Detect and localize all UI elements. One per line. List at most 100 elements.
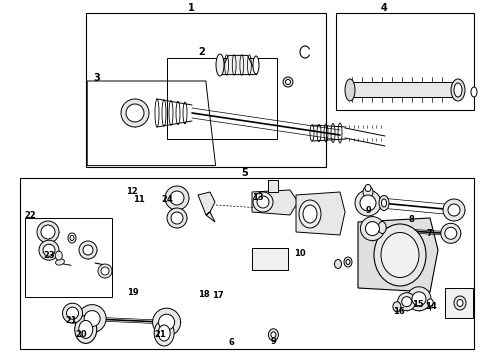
Polygon shape [219,55,257,75]
Text: 9: 9 [366,206,372,215]
Ellipse shape [398,293,416,311]
Bar [20,178,474,349]
Ellipse shape [126,104,144,122]
Ellipse shape [101,267,109,275]
Ellipse shape [152,308,181,336]
Ellipse shape [83,245,93,255]
Text: 4: 4 [380,3,387,13]
Polygon shape [252,190,298,215]
Text: 1: 1 [188,3,195,13]
Text: 9: 9 [270,338,276,346]
Bar [167,58,277,139]
Text: 10: 10 [294,249,306,258]
Ellipse shape [55,251,62,260]
Ellipse shape [365,184,371,192]
Text: 21: 21 [65,316,77,325]
Ellipse shape [75,315,97,343]
Text: 8: 8 [409,215,415,224]
Ellipse shape [67,307,78,319]
Ellipse shape [286,80,291,85]
Text: 15: 15 [412,300,423,309]
Bar [25,218,112,297]
Ellipse shape [381,233,419,278]
Ellipse shape [299,200,321,228]
Ellipse shape [360,195,376,211]
Ellipse shape [167,208,187,228]
Bar [336,13,474,110]
Ellipse shape [374,224,426,286]
Ellipse shape [366,222,379,235]
Ellipse shape [253,192,273,212]
Ellipse shape [441,223,461,243]
Ellipse shape [63,303,82,323]
Ellipse shape [68,233,76,243]
Ellipse shape [448,204,460,216]
Ellipse shape [283,77,293,87]
Text: 3: 3 [94,73,100,83]
Text: 22: 22 [24,211,36,220]
Ellipse shape [165,186,189,210]
Text: 19: 19 [127,288,139,297]
Ellipse shape [158,325,170,341]
Bar [445,288,473,318]
Bar [86,13,326,167]
Ellipse shape [171,212,183,224]
Ellipse shape [271,332,276,338]
Ellipse shape [363,186,373,198]
Ellipse shape [393,302,401,312]
Ellipse shape [451,79,465,101]
Text: 14: 14 [425,302,437,311]
Text: 6: 6 [228,338,234,347]
Ellipse shape [427,299,433,306]
Text: 5: 5 [242,168,248,178]
Text: 23: 23 [43,251,55,260]
Ellipse shape [407,287,431,311]
Text: 18: 18 [197,289,209,299]
Ellipse shape [303,205,317,223]
Text: 21: 21 [155,330,167,338]
Polygon shape [296,192,345,235]
Text: 7: 7 [426,229,432,238]
Text: 11: 11 [133,195,145,204]
Bar [252,248,288,270]
Ellipse shape [41,225,55,239]
Polygon shape [350,82,460,97]
Ellipse shape [335,260,342,269]
Ellipse shape [121,99,149,127]
Ellipse shape [457,300,463,306]
Text: 13: 13 [252,194,264,202]
Ellipse shape [445,227,457,239]
Text: 2: 2 [198,47,205,57]
Ellipse shape [79,320,93,338]
Ellipse shape [412,292,426,306]
Ellipse shape [471,87,477,97]
Ellipse shape [79,241,97,259]
Ellipse shape [70,235,74,240]
Text: 20: 20 [75,330,87,338]
Text: 16: 16 [393,306,405,315]
Polygon shape [358,218,438,292]
Ellipse shape [361,217,384,240]
Text: 12: 12 [126,187,138,196]
Ellipse shape [443,199,465,221]
Ellipse shape [454,83,462,97]
Ellipse shape [55,259,64,265]
Ellipse shape [382,199,387,207]
Ellipse shape [345,79,355,101]
Polygon shape [198,192,215,222]
Ellipse shape [346,260,350,265]
Ellipse shape [379,195,389,211]
Text: 24: 24 [162,194,173,203]
Ellipse shape [78,305,106,333]
Ellipse shape [216,54,224,76]
Ellipse shape [43,244,55,256]
Ellipse shape [159,314,174,330]
Text: 17: 17 [212,292,224,300]
Ellipse shape [269,329,278,341]
Ellipse shape [170,191,184,205]
Ellipse shape [154,320,174,346]
Ellipse shape [39,240,59,260]
Ellipse shape [378,221,386,234]
Ellipse shape [454,296,466,310]
Ellipse shape [402,297,412,307]
